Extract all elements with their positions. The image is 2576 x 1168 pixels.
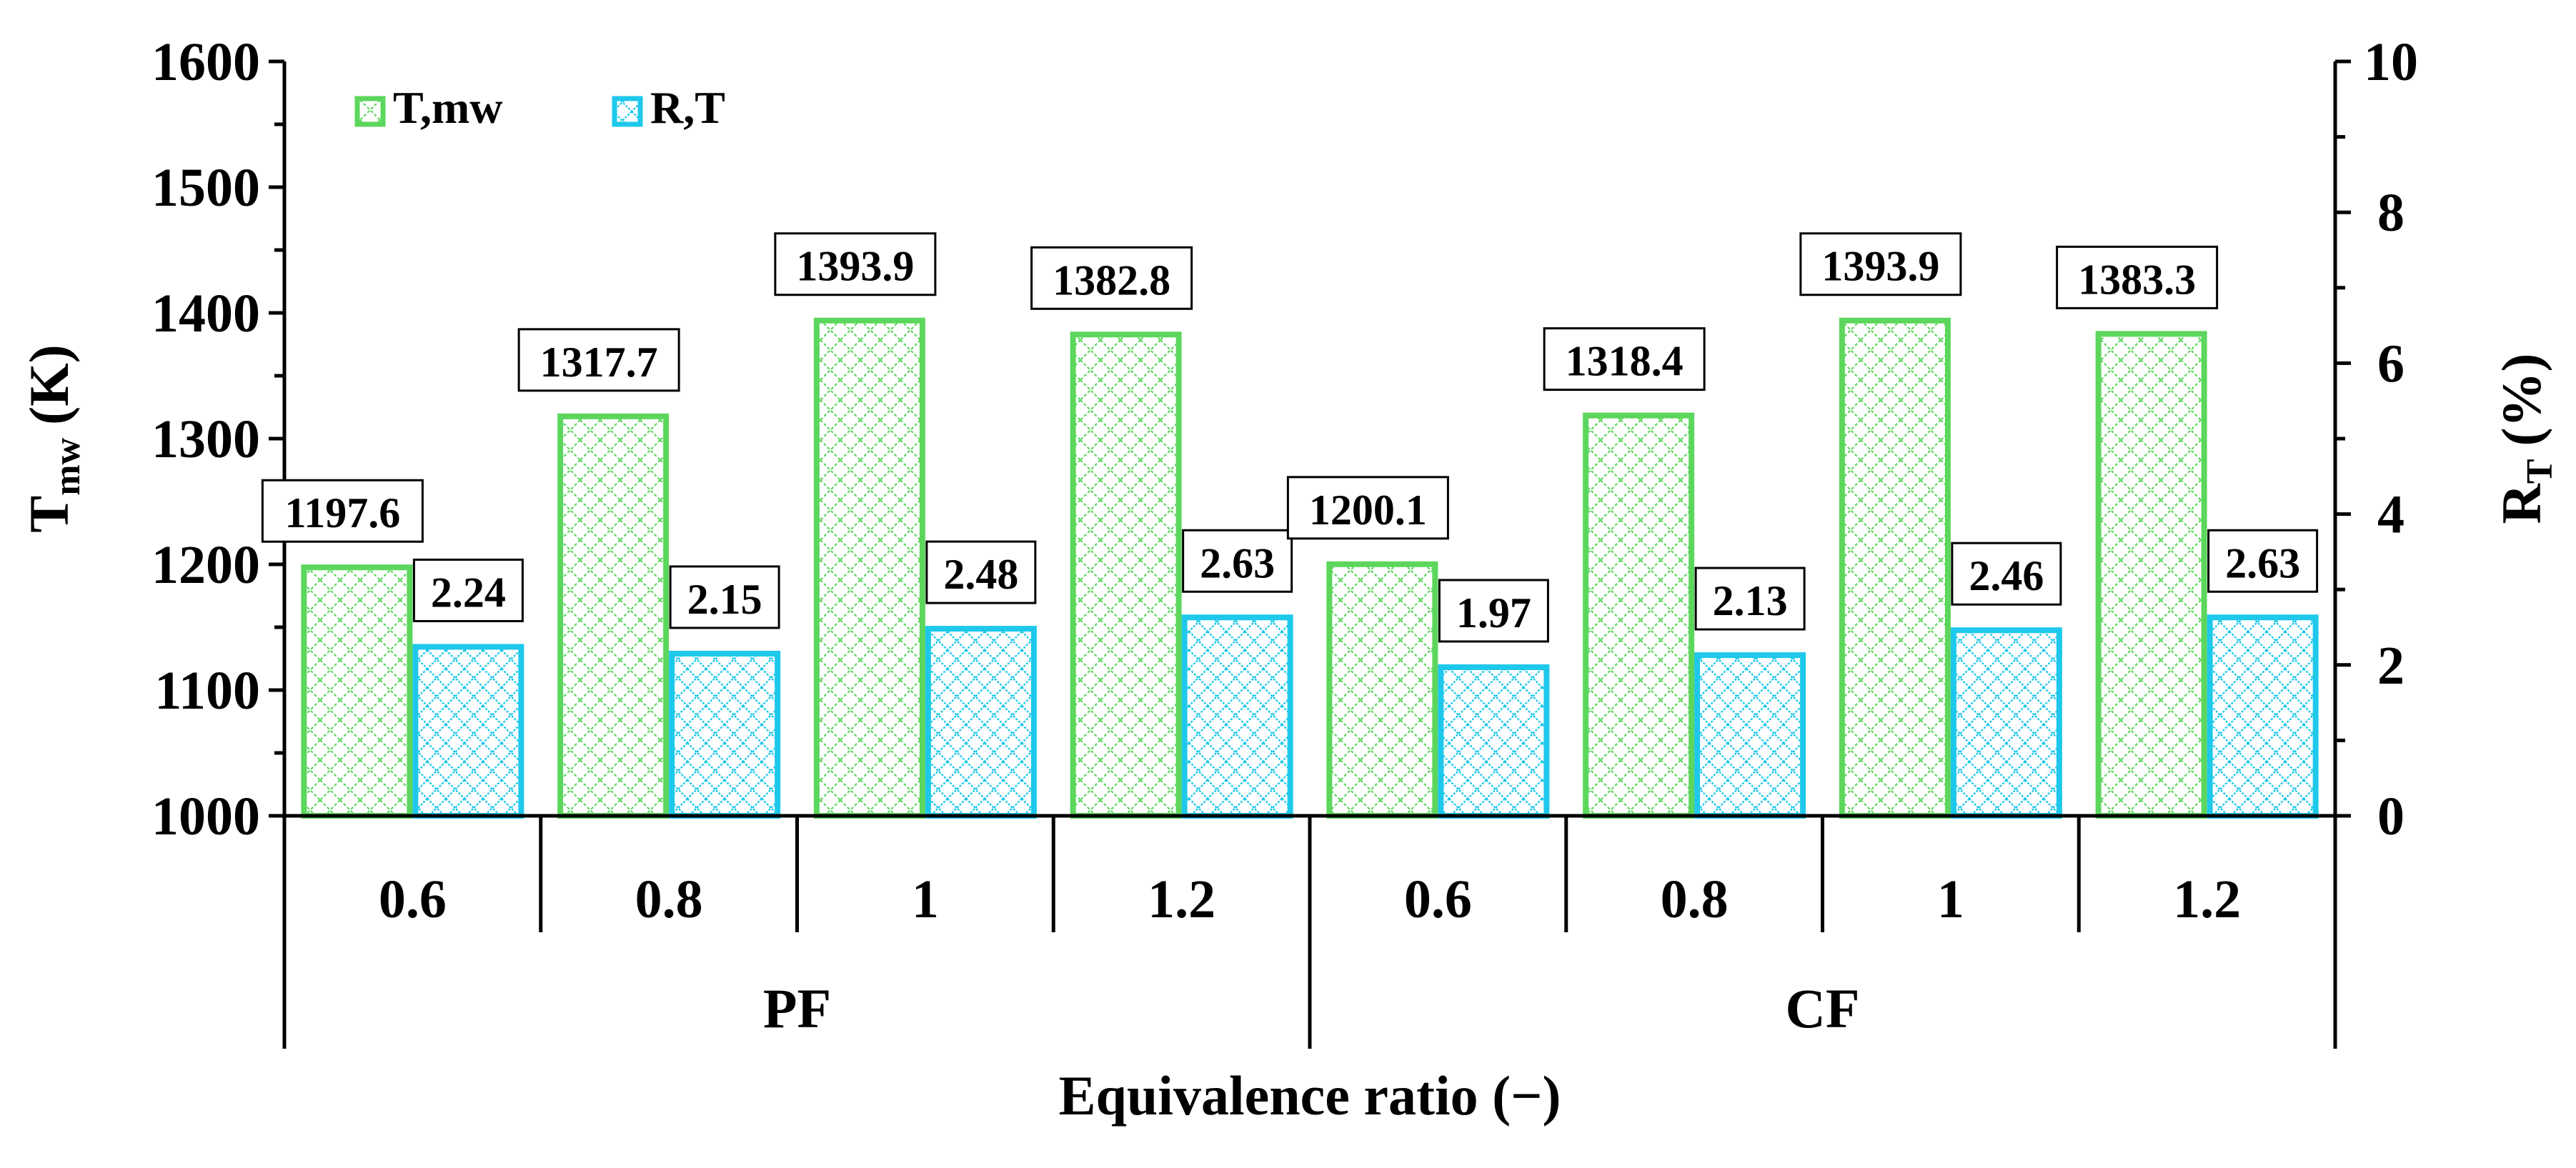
left-axis-tick-label: 1300	[151, 409, 260, 469]
category-label: 1	[912, 869, 939, 929]
data-label-box-rt	[1438, 579, 1549, 643]
group-label: CF	[1786, 977, 1860, 1039]
bar-tmw	[1583, 412, 1695, 819]
data-label-box-tmw	[2056, 245, 2219, 309]
y-axis-title-left: Tmw (K)	[18, 344, 88, 533]
bar-tmw	[557, 413, 670, 819]
data-label-rt: 1.97	[1456, 589, 1531, 637]
legend-label-rt: R,T	[650, 82, 725, 133]
right-axis-tick-label: 4	[2377, 485, 2405, 545]
right-axis-tick-label: 2	[2377, 636, 2405, 696]
right-axis-tick-label: 10	[2364, 32, 2418, 92]
data-label-box-tmw	[774, 232, 937, 296]
data-label-rt: 2.63	[1200, 539, 1275, 587]
data-label-box-rt	[1951, 541, 2062, 606]
right-axis-tick-label: 6	[2377, 334, 2405, 394]
data-label-tmw: 1318.4	[1566, 338, 1684, 385]
legend: T,mw R,T	[354, 82, 725, 133]
bar-rt	[1694, 652, 1806, 819]
data-label-tmw: 1200.1	[1309, 486, 1427, 534]
y-axis-title-right-main: R	[2490, 482, 2552, 524]
bar-rt	[1181, 614, 1293, 819]
data-label-tmw: 1393.9	[1821, 243, 1939, 290]
y-axis-title-left-unit: (K)	[18, 344, 80, 425]
left-axis-tick-label: 1200	[151, 535, 260, 595]
data-label-box-rt	[1182, 529, 1293, 593]
category-axis: 0.6 0.8 1 1.2 0.6 0.8 1 1.2 PF CF	[282, 816, 2337, 1049]
data-label-rt: 2.15	[687, 576, 762, 623]
left-axis-tick-label: 1100	[154, 661, 260, 721]
left-axis-tick-label: 1600	[151, 32, 260, 92]
data-label-box-tmw	[261, 479, 424, 543]
left-axis-tick-label: 1500	[151, 158, 260, 218]
bar-rt	[2207, 614, 2319, 819]
bar-tmw	[1839, 317, 1951, 819]
bar-tmw	[2095, 331, 2207, 819]
data-label-box-tmw	[1030, 246, 1193, 310]
data-label-rt: 2.63	[2225, 539, 2300, 587]
data-label-tmw: 1197.6	[285, 489, 401, 536]
data-label-box-rt	[1694, 566, 1806, 631]
right-axis: 0 2 4 6 8 10	[2335, 32, 2418, 847]
data-label-box-tmw	[517, 328, 680, 392]
data-label-rt: 2.46	[1969, 552, 2044, 599]
data-label-box-rt	[669, 565, 780, 629]
bar-rt	[925, 626, 1037, 819]
bar-rt	[1438, 664, 1550, 819]
data-labels: 1197.6 2.24 1317.7 2.15 1393.9 2.48 1382.8 2.63…	[261, 232, 2319, 643]
data-label-tmw: 1317.7	[540, 339, 658, 386]
x-axis-title: Equivalence ratio (−)	[1058, 1064, 1561, 1127]
group-label: PF	[763, 977, 831, 1039]
bar-rt	[1950, 627, 2062, 819]
bar-tmw	[301, 564, 413, 819]
right-axis-tick-label: 8	[2377, 183, 2405, 243]
y-axis-title-right-unit: (%)	[2490, 354, 2552, 446]
data-label-rt: 2.24	[431, 569, 506, 616]
data-label-box-tmw	[1543, 327, 1706, 391]
category-label: 1	[1937, 869, 1964, 929]
category-label: 1.2	[2173, 869, 2241, 929]
bars-layer	[301, 317, 2319, 819]
category-label: 0.8	[635, 869, 703, 929]
left-axis-tick-label: 1400	[151, 284, 260, 344]
y-axis-title-left-sub: mw	[47, 437, 88, 495]
data-label-box-tmw	[1286, 476, 1449, 540]
category-label: 0.6	[379, 869, 447, 929]
data-label-box-rt	[2207, 529, 2319, 593]
category-label: 0.6	[1404, 869, 1472, 929]
data-label-box-tmw	[1799, 232, 1962, 296]
left-axis-tick-label: 1000	[151, 787, 260, 847]
data-label-rt: 2.13	[1713, 577, 1788, 624]
bar-rt	[412, 644, 524, 819]
legend-swatch-rt	[612, 96, 643, 127]
bar-tmw	[813, 317, 925, 819]
legend-swatch-tmw	[354, 96, 386, 127]
y-axis-title-right-sub: T	[2520, 459, 2560, 484]
data-label-tmw: 1382.8	[1053, 256, 1170, 304]
data-label-box-rt	[925, 540, 1037, 604]
category-label: 1.2	[1148, 869, 1215, 929]
right-axis-tick-label: 0	[2377, 787, 2405, 847]
data-label-tmw: 1393.9	[796, 243, 914, 290]
left-axis: 1000 1100 1200 1300 1400 1500 1600	[151, 32, 284, 847]
data-label-tmw: 1383.3	[2078, 256, 2196, 303]
data-label-rt: 2.48	[943, 551, 1018, 598]
category-label: 0.8	[1661, 869, 1729, 929]
data-label-box-rt	[412, 558, 524, 622]
bar-tmw	[1070, 331, 1182, 819]
y-axis-title-right: RT (%)	[2490, 354, 2560, 524]
y-axis-title-left-main: T	[18, 496, 80, 533]
legend-label-tmw: T,mw	[393, 82, 502, 133]
bar-rt	[669, 650, 781, 819]
bar-tmw	[1326, 561, 1438, 819]
